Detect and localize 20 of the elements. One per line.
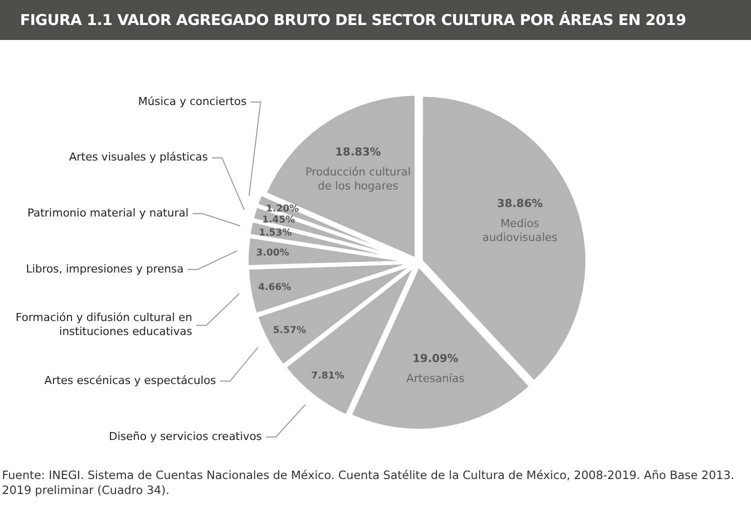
slice-label: Patrimonio material y natural [27, 206, 189, 220]
slice-label: Artesanías [406, 372, 465, 385]
slice-label: Formación y difusión cultural en instituciones educativas [16, 311, 192, 338]
slice-label: Música y conciertos [138, 94, 247, 108]
slice-label: Medios audiovisuales [482, 216, 558, 244]
slice-label: Artes escénicas y espectáculos [44, 374, 216, 388]
slice-label: Diseño y servicios creativos [108, 430, 262, 443]
data-label: 19.09% [412, 352, 458, 365]
chart-title: FIGURA 1.1 VALOR AGREGADO BRUTO DEL SECTOR CULTURA POR ÁREAS EN 2019 [0, 0, 751, 40]
data-label: 3.00% [256, 248, 290, 259]
data-label: 7.81% [311, 370, 345, 382]
data-label: 5.57% [273, 324, 306, 336]
data-label: 1.53% [258, 227, 292, 238]
slice-label: Artes visuales y plásticas [69, 150, 208, 164]
data-label: 38.86% [496, 196, 543, 210]
data-label: 4.66% [258, 282, 292, 293]
source-note: Fuente: INEGI. Sistema de Cuentas Nacionales de México. Cuenta Satélite de la Cultura de México, 2008-2019. Año Base 2013. 2019 preliminar (Cuadro 34). [2, 468, 736, 498]
data-label: 18.83% [335, 145, 381, 158]
slice-label: Producción cultural de los hogares [305, 165, 411, 192]
slice-label: Libros, impresiones y prensa [26, 262, 184, 276]
